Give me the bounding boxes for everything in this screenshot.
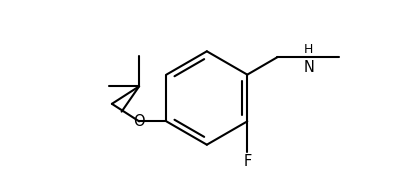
Text: N: N [302, 60, 313, 75]
Text: H: H [303, 43, 312, 56]
Text: O: O [133, 114, 145, 129]
Text: F: F [243, 154, 251, 169]
